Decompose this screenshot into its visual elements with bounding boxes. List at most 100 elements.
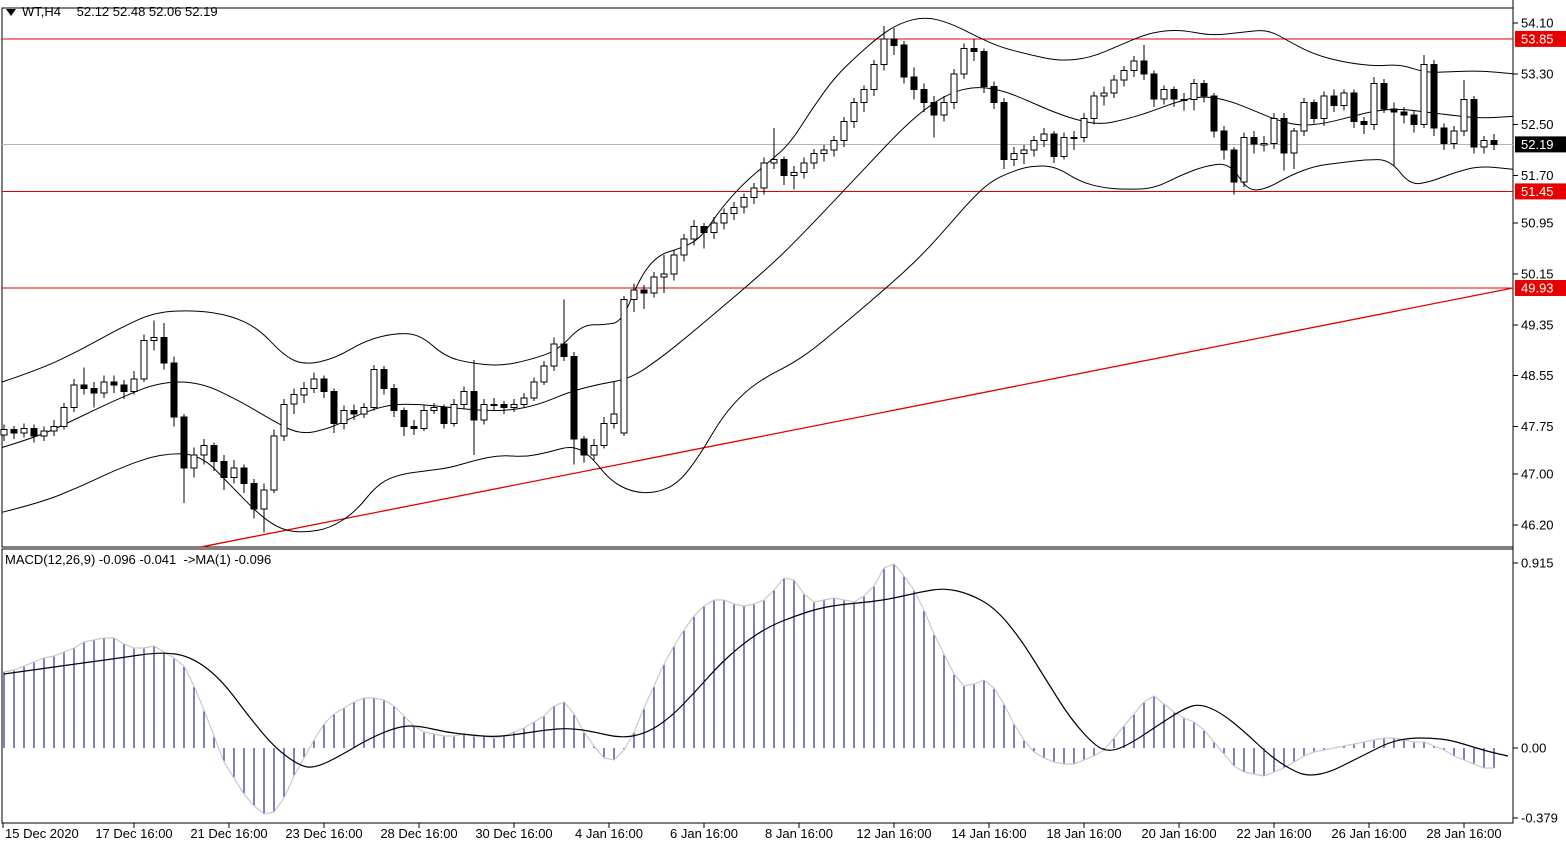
candle — [120, 384, 128, 393]
candle — [910, 76, 918, 91]
time-tick-label: 14 Jan 16:00 — [951, 826, 1026, 841]
candle — [1080, 117, 1088, 138]
candle — [830, 140, 838, 151]
candle — [340, 410, 348, 424]
macd-main-line — [3, 563, 1494, 815]
candle — [1220, 130, 1228, 151]
time-tick-label: 23 Dec 16:00 — [285, 826, 362, 841]
candle — [510, 403, 518, 408]
time-tick-label: 30 Dec 16:00 — [475, 826, 552, 841]
price-badge-value: 49.93 — [1521, 281, 1554, 296]
macd-indicator[interactable] — [3, 563, 1509, 815]
candle — [200, 445, 208, 456]
candle — [140, 340, 148, 380]
candle — [900, 44, 908, 78]
candle — [1030, 140, 1038, 151]
candle — [70, 384, 78, 408]
macd-axis-label: 0.915 — [1521, 556, 1554, 571]
candle — [100, 381, 108, 394]
candle — [760, 162, 768, 189]
candle — [1380, 82, 1388, 110]
candle — [490, 403, 498, 406]
price-badge-red — [1515, 30, 1566, 47]
candle — [430, 406, 438, 412]
symbol-dropdown-icon[interactable] — [6, 9, 16, 16]
candle — [1390, 108, 1398, 113]
candle — [470, 391, 478, 421]
candle — [1160, 89, 1168, 100]
candle — [710, 222, 718, 234]
candle — [540, 365, 548, 383]
candle — [610, 413, 618, 424]
candle — [240, 467, 248, 485]
candle — [1250, 136, 1258, 145]
trendline[interactable] — [199, 287, 1514, 548]
time-tick-label: 20 Jan 16:00 — [1141, 826, 1216, 841]
candle — [1240, 136, 1248, 183]
price-badge-red — [1515, 183, 1566, 200]
candle — [150, 337, 158, 342]
macd-signal-line — [3, 588, 1509, 776]
candle — [1280, 117, 1288, 154]
candle — [1490, 140, 1498, 145]
candle — [630, 289, 638, 300]
candle — [230, 467, 238, 478]
candle — [400, 410, 408, 428]
candle — [1100, 92, 1108, 97]
candle — [1460, 98, 1468, 132]
candle — [620, 298, 628, 434]
candle — [10, 429, 18, 434]
candle — [480, 403, 488, 421]
time-tick-label: 21 Dec 16:00 — [190, 826, 267, 841]
candle — [390, 387, 398, 412]
candle — [940, 101, 948, 116]
candle — [1340, 92, 1348, 107]
candle — [1120, 70, 1128, 81]
price-tick-label: 52.50 — [1521, 117, 1554, 132]
candle — [1170, 89, 1178, 100]
macd-indicator-label: MACD(12,26,9) -0.096 -0.041 ->MA(1) -0.0… — [5, 552, 272, 567]
candle — [220, 461, 228, 478]
candle — [790, 171, 798, 177]
price-badge-black — [1515, 136, 1566, 153]
time-tick-label: 28 Jan 16:00 — [1426, 826, 1501, 841]
candle — [600, 422, 608, 446]
candle — [1000, 101, 1008, 161]
candle — [700, 225, 708, 234]
price-badge-red — [1515, 280, 1566, 296]
candle — [960, 47, 968, 75]
candle — [780, 159, 788, 177]
candle — [580, 438, 588, 456]
horizontal-level-lines[interactable] — [2, 38, 1513, 289]
candle — [980, 51, 988, 87]
time-tick-label: 22 Jan 16:00 — [1236, 826, 1311, 841]
candle — [570, 356, 578, 440]
candle — [770, 159, 778, 164]
candle — [1330, 95, 1338, 107]
candle — [160, 337, 168, 364]
candle — [1260, 143, 1268, 146]
candle — [350, 410, 358, 415]
candle — [420, 410, 428, 429]
candle — [680, 238, 688, 256]
candle — [740, 197, 748, 208]
time-tick-label: 6 Jan 16:00 — [670, 826, 738, 841]
candle — [30, 427, 38, 437]
candle — [730, 206, 738, 215]
candle — [870, 63, 878, 91]
candle — [520, 397, 528, 405]
candle — [1150, 73, 1158, 100]
candle — [1310, 101, 1318, 119]
candle — [50, 426, 58, 432]
candle — [500, 403, 508, 408]
candle — [1480, 140, 1488, 148]
candle — [640, 289, 648, 294]
time-tick-label: 17 Dec 16:00 — [95, 826, 172, 841]
candle — [1440, 127, 1448, 145]
bollinger-middle-band — [1, 87, 1514, 448]
candlestick-series[interactable] — [0, 26, 1498, 533]
candle — [60, 406, 68, 427]
candle — [690, 225, 698, 240]
